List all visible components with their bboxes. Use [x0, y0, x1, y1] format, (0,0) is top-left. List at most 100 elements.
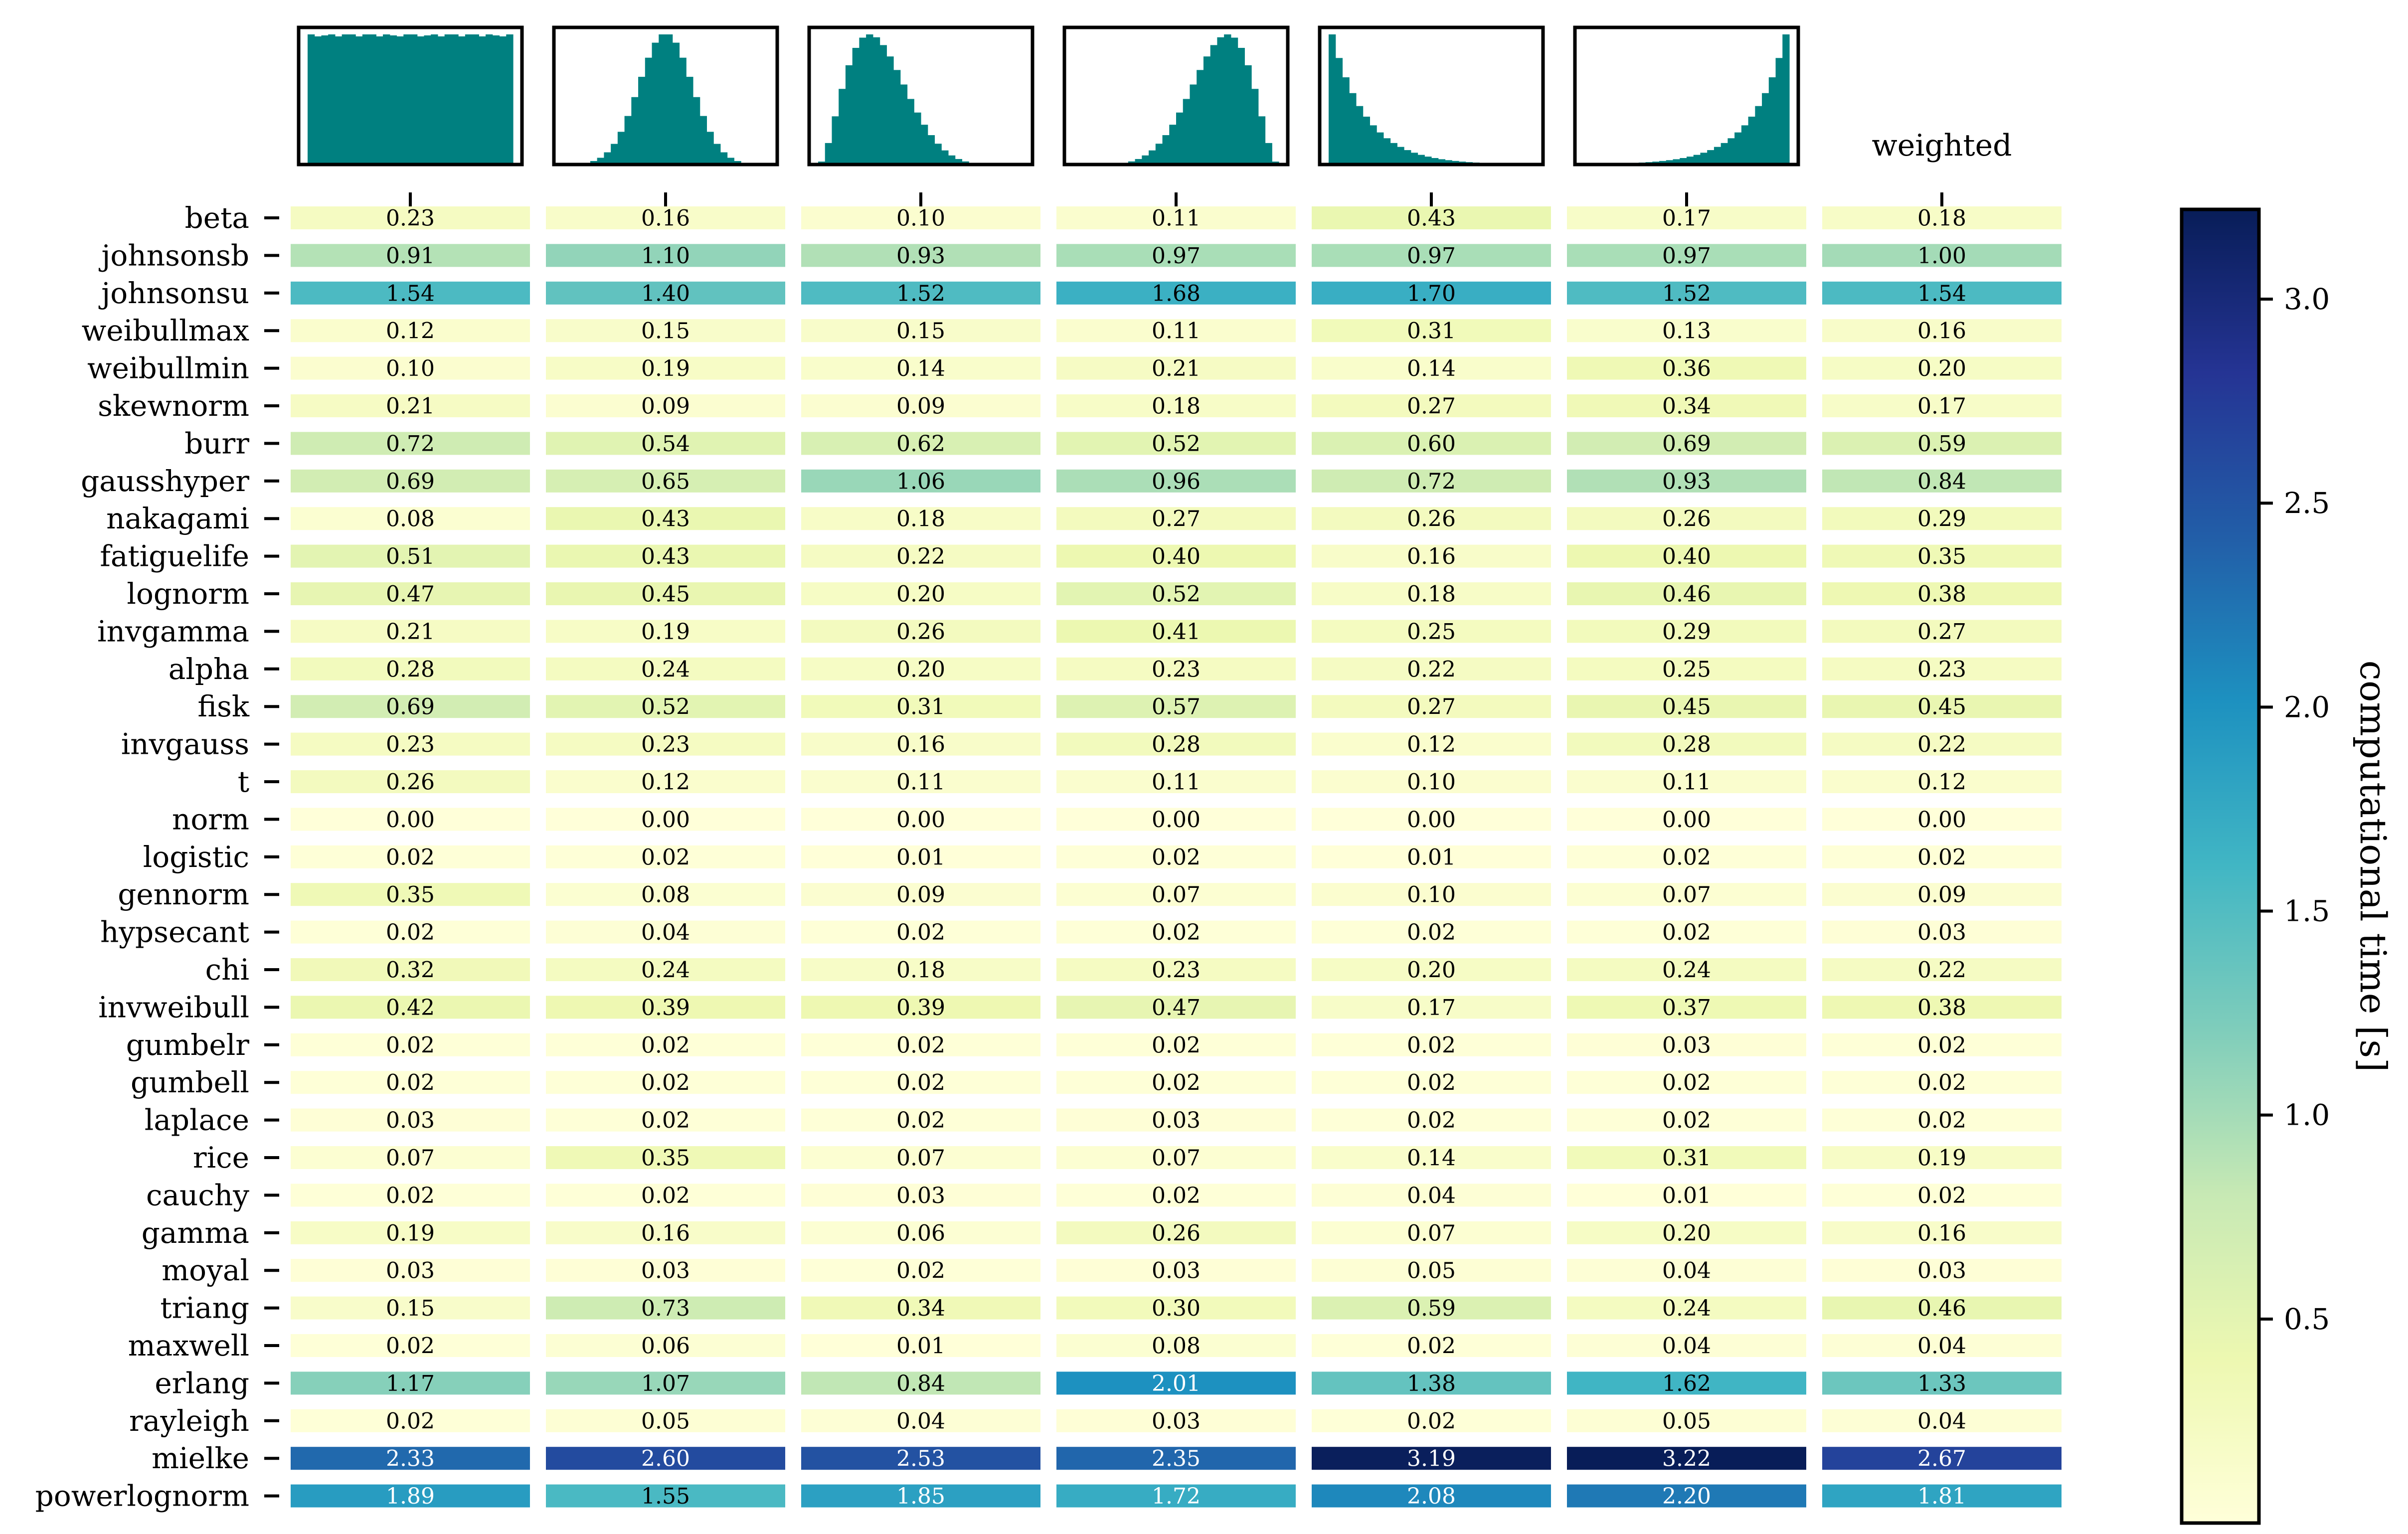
cell-value-label: 0.10	[1407, 882, 1456, 908]
heatmap-cell	[1056, 469, 1296, 493]
heatmap-cell	[1567, 1447, 1806, 1470]
cell-value-label: 0.22	[1917, 958, 1966, 983]
histogram-bar	[617, 132, 625, 165]
cell-value-label: 0.20	[1662, 1220, 1711, 1246]
cell-value-label: 0.26	[1152, 1220, 1201, 1246]
cell-value-label: 0.07	[1407, 1220, 1456, 1246]
cell-value-label: 0.00	[1407, 807, 1456, 833]
histogram-bar	[355, 36, 363, 165]
heatmap-cell	[291, 657, 530, 681]
heatmap-cell	[1056, 620, 1296, 643]
histogram-bar	[659, 34, 666, 165]
cell-value-label: 0.03	[386, 1108, 435, 1133]
cell-value-label: 0.02	[386, 845, 435, 870]
cell-value-label: 0.31	[1407, 319, 1456, 344]
cell-value-label: 0.14	[1407, 356, 1456, 381]
cell-value-label: 0.18	[1152, 394, 1201, 419]
cell-value-label: 0.02	[1662, 1108, 1711, 1133]
heatmap-cell	[1056, 1184, 1296, 1207]
heatmap-cell	[801, 1108, 1040, 1132]
colorbar-tick-label: 2.0	[2284, 690, 2330, 724]
cell-value-label: 0.24	[641, 657, 690, 682]
row-label: invgauss	[121, 727, 249, 761]
cell-value-label: 0.07	[386, 1146, 435, 1171]
heatmap-cell	[1822, 996, 2062, 1019]
histogram-bar	[479, 36, 486, 165]
heatmap-cell	[1312, 1334, 1551, 1357]
cell-value-label: 0.23	[386, 732, 435, 757]
histogram-bar	[921, 125, 928, 165]
cell-value-label: 0.72	[386, 431, 435, 457]
cell-value-label: 0.02	[1917, 845, 1966, 870]
cell-value-label: 0.19	[641, 619, 690, 645]
cell-value-label: 0.02	[896, 1108, 945, 1133]
heatmap-cell	[1312, 469, 1551, 493]
heatmap-cell	[1312, 695, 1551, 718]
cell-value-label: 0.27	[1407, 394, 1456, 419]
heatmap-cell	[291, 1033, 530, 1056]
heatmap-cell	[291, 1221, 530, 1244]
heatmap-cell	[801, 1221, 1040, 1244]
heatmap-cell	[1312, 808, 1551, 831]
cell-value-label: 0.35	[1917, 544, 1966, 569]
cell-value-label: 0.23	[386, 206, 435, 231]
heatmap-cell	[546, 1108, 785, 1132]
histogram-bar	[1673, 159, 1680, 165]
histogram-bar	[1417, 155, 1425, 165]
cell-value-label: 0.20	[1407, 958, 1456, 983]
cell-value-label: 0.16	[896, 732, 945, 757]
histogram-bar	[1687, 157, 1694, 165]
cell-value-label: 0.00	[896, 807, 945, 833]
cell-value-label: 0.18	[1407, 582, 1456, 607]
histogram-bar	[1244, 65, 1252, 165]
heatmap-cell	[1822, 394, 2062, 417]
heatmap-cell	[801, 244, 1040, 267]
heatmap-cell	[1312, 1221, 1551, 1244]
heatmap-cell	[801, 845, 1040, 868]
histogram-bar	[645, 57, 653, 165]
cell-value-label: 2.53	[896, 1446, 945, 1472]
heatmap-cell	[1567, 206, 1806, 229]
histogram-bar	[713, 144, 721, 165]
cell-value-label: 0.02	[1662, 845, 1711, 870]
histogram-bar	[672, 42, 680, 165]
cell-value-label: 1.17	[386, 1371, 435, 1396]
heatmap-cell	[1056, 206, 1296, 229]
row-label: mielke	[152, 1441, 249, 1475]
cell-value-label: 0.40	[1662, 544, 1711, 569]
cell-value-label: 0.15	[641, 319, 690, 344]
heatmap-cell	[546, 1146, 785, 1169]
cell-value-label: 0.84	[1917, 469, 1966, 494]
cell-value-label: 2.60	[641, 1446, 690, 1472]
histogram-bar	[1149, 150, 1156, 165]
heatmap-cell	[801, 1033, 1040, 1056]
heatmap-cell	[1312, 1371, 1551, 1395]
heatmap-cell	[1822, 845, 2062, 868]
cell-value-label: 0.02	[1407, 1334, 1456, 1359]
histogram-bar	[692, 97, 700, 165]
heatmap-cell	[1056, 1221, 1296, 1244]
heatmap-cell	[1822, 920, 2062, 944]
cell-value-label: 0.10	[1407, 770, 1456, 795]
heatmap-cell	[1312, 356, 1551, 380]
histogram-bar	[1376, 132, 1384, 165]
cell-value-label: 0.14	[896, 356, 945, 381]
heatmap-cell	[1312, 920, 1551, 944]
heatmap-cell	[1056, 244, 1296, 267]
heatmap-cell	[291, 206, 530, 229]
heatmap-cell	[801, 356, 1040, 380]
heatmap-cell	[1567, 883, 1806, 906]
cell-value-label: 0.08	[386, 507, 435, 532]
cell-value-label: 0.02	[386, 1183, 435, 1208]
heatmap-cell	[546, 544, 785, 568]
cell-value-label: 0.09	[641, 394, 690, 419]
row-label: gausshyper	[81, 464, 249, 498]
histogram-bar	[604, 152, 611, 165]
histogram-frame	[1573, 25, 1800, 167]
cell-value-label: 0.69	[386, 694, 435, 720]
heatmap-cell	[1822, 544, 2062, 568]
cell-value-label: 0.02	[1152, 1070, 1201, 1096]
heatmap-cell	[546, 958, 785, 981]
histogram-bar	[348, 34, 356, 165]
